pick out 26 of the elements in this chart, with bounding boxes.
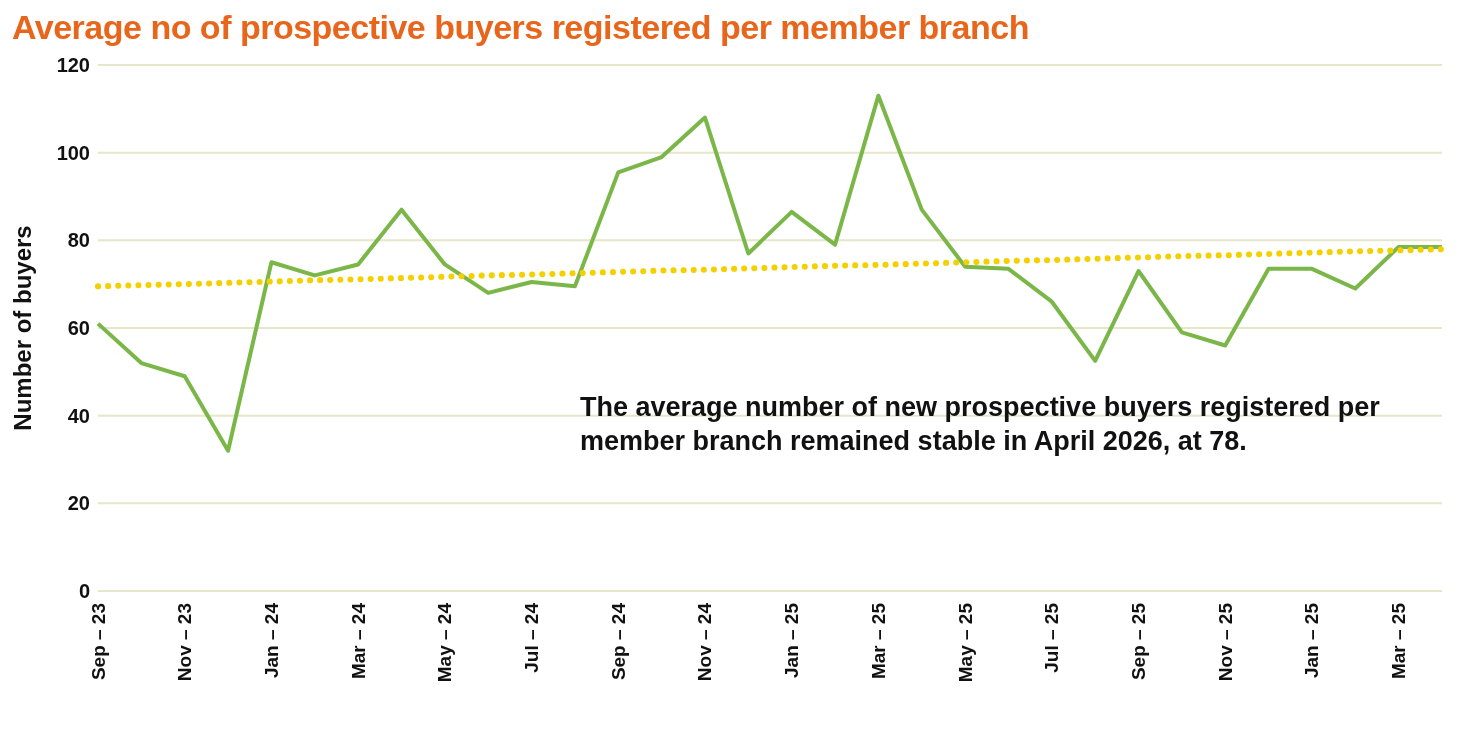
x-tick-label: Mar – 24 (347, 602, 369, 680)
y-axis-title: Number of buyers (8, 225, 36, 431)
y-tick-label: 0 (78, 580, 90, 603)
x-tick-label: Sep – 24 (607, 602, 629, 681)
x-tick-label: Mar – 25 (1388, 602, 1410, 680)
x-tick-label: Nov – 25 (1214, 602, 1236, 682)
x-tick-label: May – 25 (954, 602, 976, 683)
chart-title: Average no of prospective buyers registered per member branch (12, 8, 1030, 47)
annotation: The average number of new prospective buyers registered per member branch remained stable in April 2026, at 78. (580, 391, 1381, 458)
y-tick-label: 60 (67, 317, 90, 340)
x-tick-label: Sep – 23 (87, 603, 109, 681)
x-tick-label: Jul – 25 (1041, 602, 1063, 673)
x-tick-label: Nov – 23 (174, 603, 196, 682)
y-tick-label: 40 (67, 404, 90, 427)
x-tick-label: Nov – 24 (694, 602, 716, 682)
x-tick-label: Jan – 24 (260, 602, 282, 678)
x-tick-label: Mar – 25 (867, 602, 889, 680)
x-tick-label: May – 24 (434, 602, 456, 683)
y-tick-label: 100 (56, 141, 90, 164)
x-tick-label: Sep – 25 (1128, 602, 1150, 681)
y-tick-label: 120 (56, 54, 90, 77)
x-tick-label: Jul – 24 (521, 602, 543, 673)
y-tick-label: 20 (67, 492, 90, 515)
x-tick-label: Jan – 25 (1301, 602, 1323, 678)
x-tick-label: Jan – 25 (781, 602, 803, 678)
y-tick-label: 80 (67, 229, 90, 252)
